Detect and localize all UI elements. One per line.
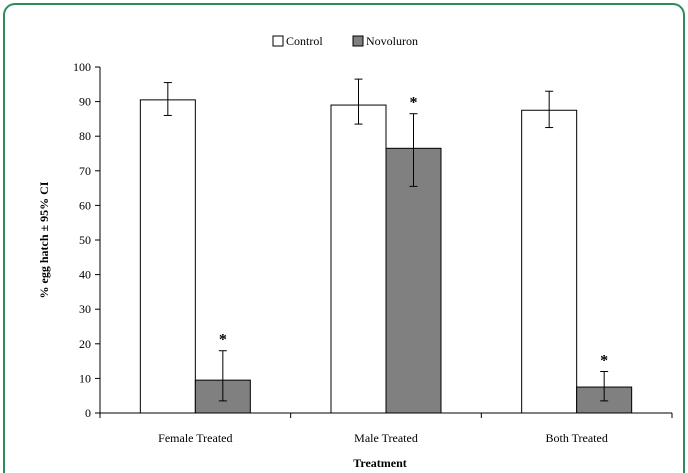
x-tick-label: Female Treated [158,431,232,445]
y-tick-label: 20 [79,337,91,351]
y-tick-label: 50 [79,233,91,247]
y-tick-label: 100 [73,60,91,74]
bars: * * * [139,78,633,414]
y-tick-label: 70 [79,164,91,178]
significance-marker: * [600,352,608,369]
legend-swatch-novoluron [352,35,364,47]
y-tick-label: 90 [79,95,91,109]
bar-control-2 [521,109,578,414]
y-axis: 0 10 20 30 40 50 60 70 80 90 100 [73,60,101,420]
legend: Control Novoluron [272,34,418,48]
x-axis: Female Treated Male Treated Both Treated [99,412,673,445]
y-tick-label: 80 [79,129,91,143]
y-tick-label: 40 [79,268,91,282]
y-tick-label: 0 [85,406,91,420]
figure-frame [3,3,685,473]
significance-marker: * [219,332,227,349]
x-tick-label: Male Treated [354,431,418,445]
y-tick-label: 30 [79,302,91,316]
legend-label-control: Control [286,34,323,48]
legend-swatch-control [272,35,284,47]
x-axis-label: Treatment [353,456,407,470]
bar-control-0 [139,99,196,414]
y-tick-label: 60 [79,198,91,212]
y-tick-label: 10 [79,371,91,385]
bar-control-1 [330,104,387,414]
x-tick-label: Both Treated [545,431,607,445]
legend-label-novoluron: Novoluron [366,34,418,48]
significance-marker: * [410,95,418,112]
y-axis-label: % egg hatch ± 95% CI [37,181,51,298]
bar-novoluron-1 [385,147,442,414]
